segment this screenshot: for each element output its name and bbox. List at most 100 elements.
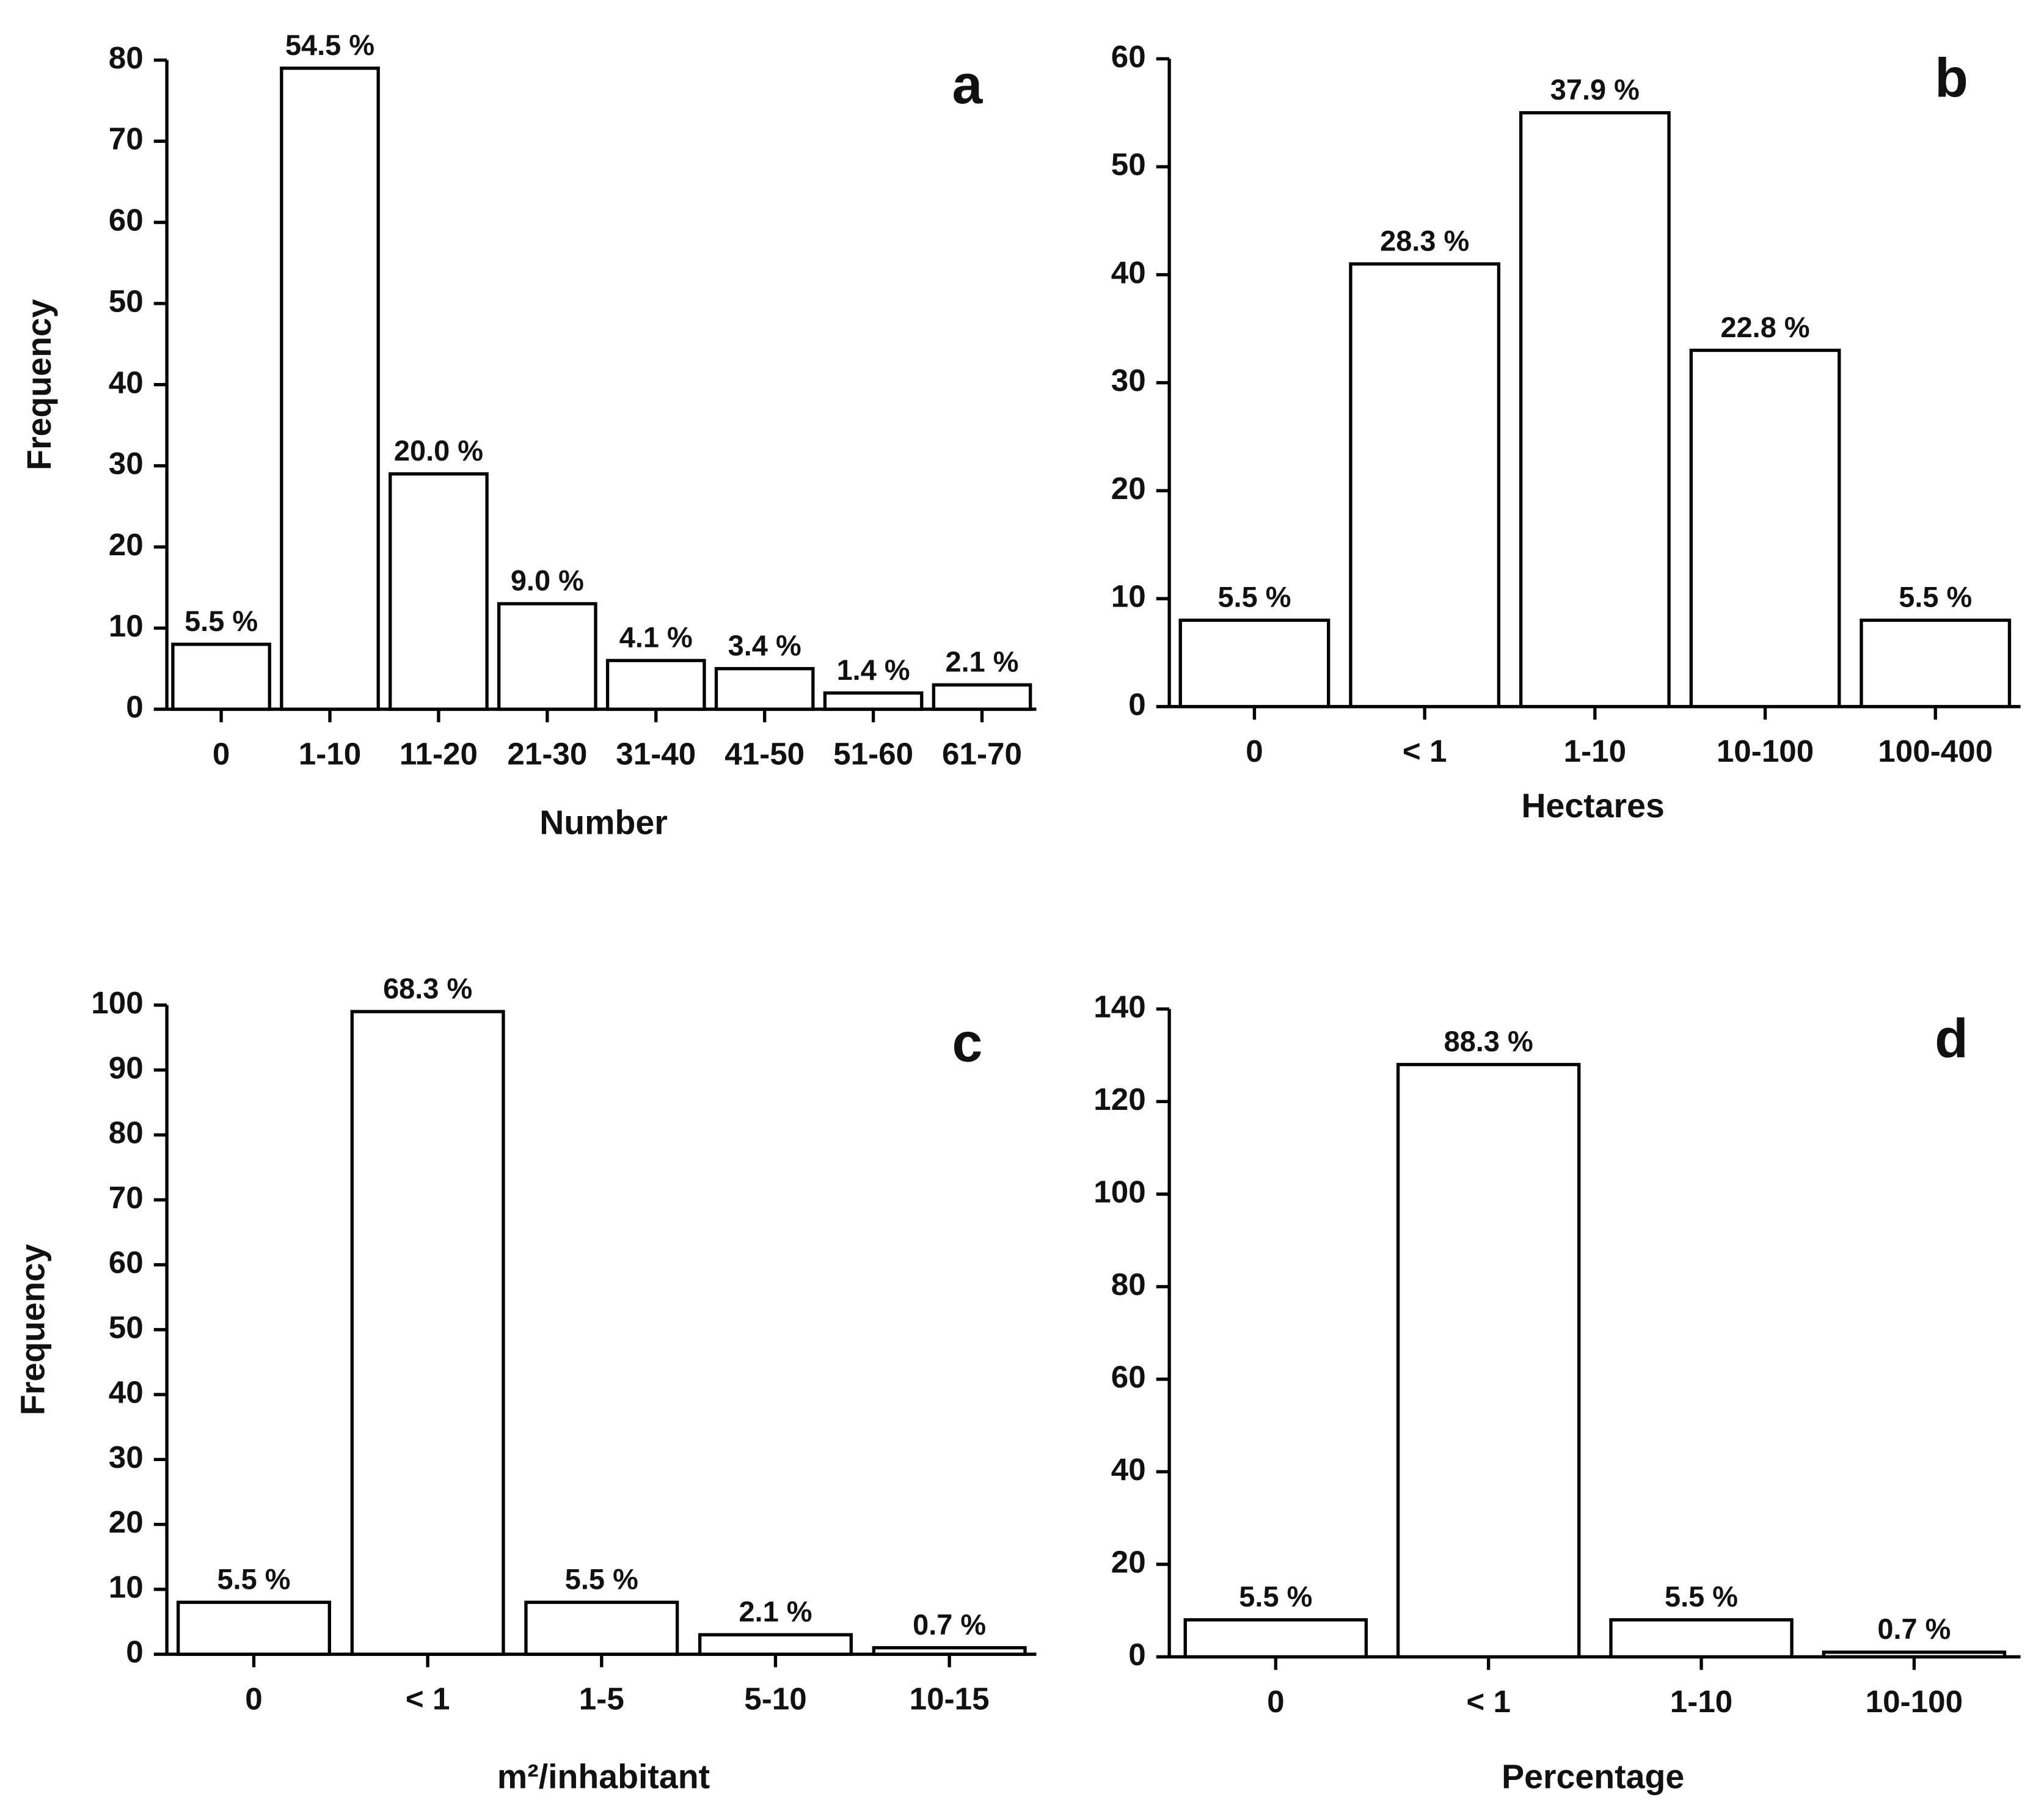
bar	[171, 643, 271, 711]
y-tick-label: 0	[1128, 1637, 1145, 1672]
y-tick-label: 120	[1093, 1082, 1145, 1117]
bar-label: 5.5 %	[1239, 1581, 1312, 1613]
y-tick-label: 30	[1111, 363, 1146, 398]
bar	[1178, 618, 1330, 709]
bar-label: 37.9 %	[1550, 74, 1640, 106]
y-tick-label: 70	[109, 1180, 144, 1215]
bar	[350, 1010, 505, 1656]
x-tick-label: < 1	[406, 1682, 450, 1716]
bar	[1860, 618, 2012, 709]
bar	[176, 1600, 331, 1656]
bar-label: 22.8 %	[1720, 312, 1809, 343]
x-axis-title: Percentage	[1502, 1758, 1684, 1796]
y-tick-label: 60	[109, 203, 144, 238]
y-tick-label: 70	[109, 122, 144, 156]
bar-label: 4.1 %	[619, 622, 693, 654]
y-tick-label: 40	[109, 365, 144, 399]
y-tick-label: 100	[1093, 1174, 1145, 1209]
x-tick-label: 0	[213, 736, 230, 771]
y-tick-label: 0	[126, 1635, 143, 1669]
bar	[1396, 1063, 1581, 1659]
y-tick-label: 0	[1128, 687, 1145, 721]
bar-label: 5.5 %	[184, 605, 258, 637]
bar-label: 3.4 %	[728, 630, 801, 662]
y-tick-label: 140	[1093, 989, 1145, 1024]
bar	[872, 1646, 1027, 1656]
y-tick-label: 50	[109, 1310, 144, 1344]
y-tick-label: 80	[109, 40, 144, 75]
y-tick-label: 0	[126, 690, 143, 724]
y-tick-label: 20	[109, 527, 144, 562]
bar-label: 2.1 %	[739, 1596, 812, 1628]
panel-letter: a	[952, 54, 983, 115]
x-tick-label: 100-400	[1878, 734, 1993, 768]
panel-letter: d	[1935, 1008, 1968, 1069]
x-tick-label: 0	[245, 1682, 262, 1716]
x-tick-label: 51-60	[833, 736, 913, 771]
x-tick-label: 31-40	[616, 736, 696, 771]
x-tick-label: 10-100	[1866, 1684, 1963, 1719]
x-tick-label: < 1	[1403, 734, 1447, 768]
x-tick-label: 61-70	[942, 736, 1022, 771]
bar-label: 54.5 %	[285, 29, 374, 61]
bar	[1822, 1650, 2007, 1659]
bar	[1349, 262, 1501, 709]
x-tick-label: 41-50	[725, 736, 805, 771]
bar	[497, 602, 597, 711]
y-tick-label: 20	[1111, 1544, 1146, 1579]
x-tick-label: 21-30	[507, 736, 587, 771]
x-tick-label: 5-10	[744, 1682, 806, 1716]
bar-label: 88.3 %	[1444, 1026, 1533, 1057]
bar-label: 20.0 %	[394, 435, 483, 467]
bar	[1609, 1618, 1794, 1659]
y-tick-label: 50	[1111, 147, 1146, 182]
x-tick-label: 10-100	[1717, 734, 1814, 768]
y-tick-label: 50	[109, 283, 144, 318]
y-tick-label: 10	[109, 1569, 144, 1604]
bar	[1183, 1618, 1368, 1659]
y-tick-label: 20	[1111, 471, 1146, 506]
bar-label: 1.4 %	[837, 654, 910, 686]
y-tick-label: 10	[1111, 579, 1146, 614]
bar	[524, 1600, 679, 1656]
panel-letter: c	[952, 1012, 982, 1073]
bar-label: 5.5 %	[565, 1563, 638, 1595]
x-tick-label: 1-5	[579, 1682, 624, 1716]
bar-label: 5.5 %	[1665, 1581, 1738, 1613]
y-tick-label: 100	[91, 985, 143, 1020]
y-tick-label: 80	[1111, 1267, 1146, 1302]
panel-letter: b	[1935, 47, 1968, 108]
bar	[605, 658, 706, 711]
bar	[280, 66, 380, 711]
bar-label: 28.3 %	[1380, 225, 1469, 257]
bar	[932, 683, 1032, 711]
bar	[389, 472, 489, 711]
y-tick-label: 30	[109, 446, 144, 481]
x-tick-label: 1-10	[1670, 1684, 1732, 1719]
bar	[1689, 348, 1841, 709]
y-tick-label: 40	[1111, 255, 1146, 290]
x-axis-title: Number	[539, 804, 668, 842]
y-tick-label: 60	[1111, 39, 1146, 74]
x-tick-label: 1-10	[299, 736, 361, 771]
bar-label: 5.5 %	[1217, 582, 1291, 613]
x-tick-label: 0	[1267, 1684, 1284, 1719]
y-tick-label: 60	[1111, 1359, 1146, 1394]
y-axis-title: Frequency	[20, 299, 58, 470]
bar-label: 0.7 %	[913, 1609, 986, 1641]
bar-label: 5.5 %	[217, 1563, 290, 1595]
y-tick-label: 40	[109, 1375, 144, 1410]
y-axis-title: Frequency	[13, 1244, 51, 1415]
y-tick-label: 90	[109, 1050, 144, 1085]
x-tick-label: 10-15	[910, 1682, 990, 1716]
bar-label: 68.3 %	[383, 972, 472, 1004]
bar-label: 2.1 %	[945, 646, 1018, 677]
bar	[823, 691, 924, 711]
y-tick-label: 10	[109, 608, 144, 643]
x-tick-label: < 1	[1466, 1684, 1511, 1719]
x-axis-title: m²/inhabitant	[497, 1758, 710, 1796]
x-tick-label: 11-20	[400, 736, 478, 771]
x-tick-label: 0	[1246, 734, 1263, 768]
